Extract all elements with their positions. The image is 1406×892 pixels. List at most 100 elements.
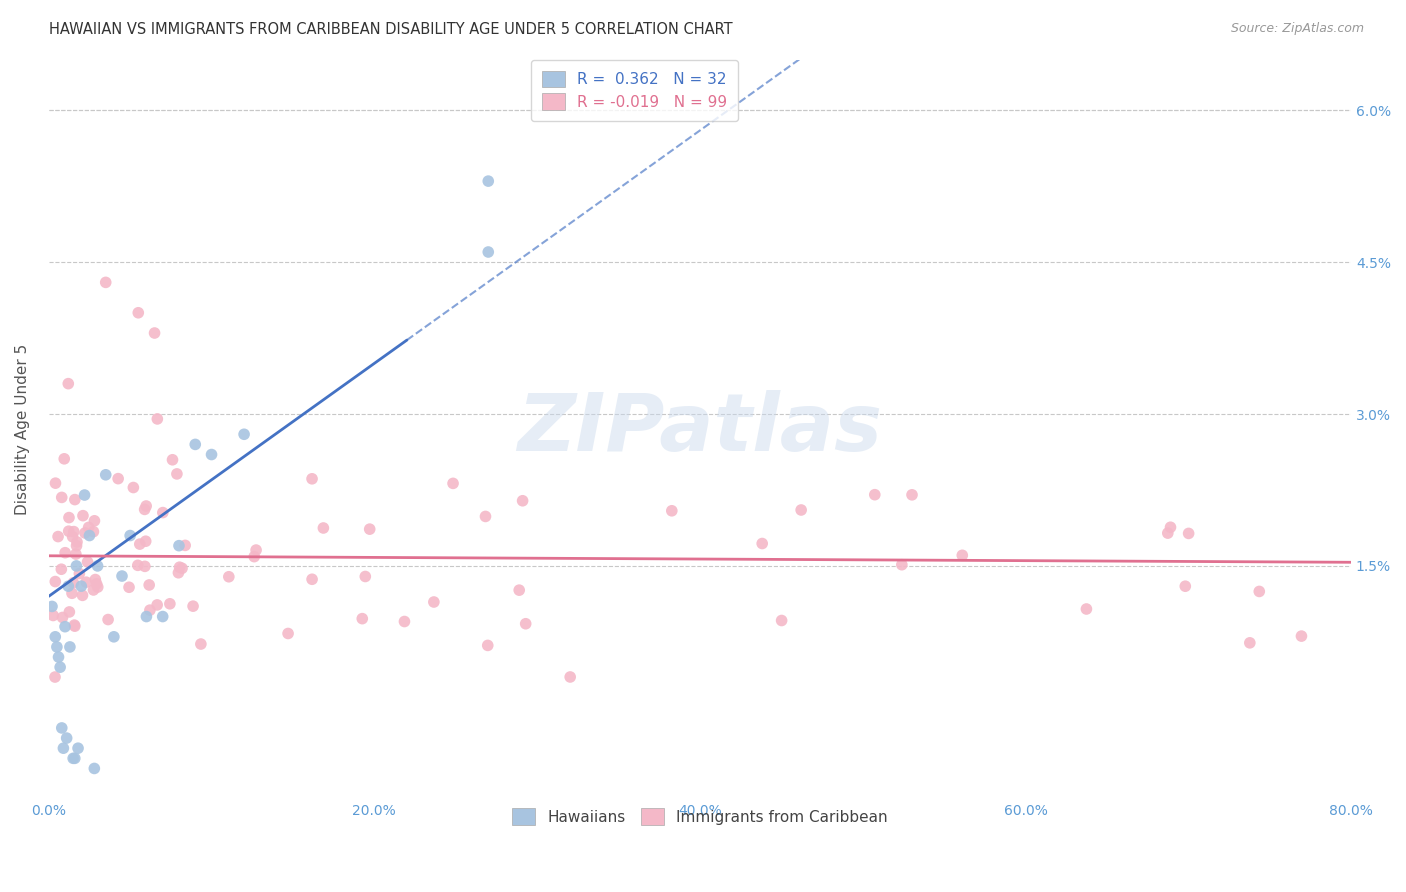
Point: [1177, 526, 1199, 541]
Point: [62, 524, 84, 539]
Point: [45, 640, 67, 654]
Point: [67, 566, 90, 581]
Point: [111, 569, 134, 583]
Point: [423, 595, 446, 609]
Point: [312, 521, 335, 535]
Point: [52, 741, 75, 756]
Point: [135, 534, 157, 549]
Point: [901, 488, 924, 502]
Point: [58, 605, 80, 619]
Point: [394, 615, 416, 629]
Point: [63, 492, 86, 507]
Point: [49, 660, 72, 674]
Point: [76, 555, 98, 569]
Point: [65, 558, 87, 573]
Point: [44, 476, 66, 491]
Text: Source: ZipAtlas.com: Source: ZipAtlas.com: [1230, 22, 1364, 36]
Point: [245, 543, 267, 558]
Point: [159, 597, 181, 611]
Point: [359, 522, 381, 536]
Y-axis label: Disability Age Under 5: Disability Age Under 5: [15, 343, 30, 515]
Point: [515, 616, 537, 631]
Point: [79, 528, 101, 542]
Point: [41, 599, 63, 614]
Point: [508, 583, 530, 598]
Point: [170, 561, 193, 575]
Point: [169, 560, 191, 574]
Point: [86, 558, 108, 573]
Point: [890, 558, 912, 572]
Point: [62, 530, 84, 544]
Point: [243, 549, 266, 564]
Point: [181, 599, 204, 614]
Point: [146, 598, 169, 612]
Point: [94, 467, 117, 482]
Point: [135, 499, 157, 513]
Point: [184, 437, 207, 451]
Point: [218, 570, 240, 584]
Point: [107, 472, 129, 486]
Point: [82, 582, 104, 597]
Point: [950, 549, 973, 563]
Point: [87, 580, 110, 594]
Point: [770, 614, 793, 628]
Point: [59, 640, 82, 654]
Point: [1249, 584, 1271, 599]
Point: [46, 530, 69, 544]
Point: [44, 670, 66, 684]
Point: [66, 535, 89, 549]
Point: [560, 670, 582, 684]
Point: [55, 731, 77, 745]
Point: [1160, 520, 1182, 534]
Point: [174, 538, 197, 552]
Point: [127, 306, 149, 320]
Point: [73, 525, 96, 540]
Point: [97, 613, 120, 627]
Point: [65, 539, 87, 553]
Point: [233, 427, 256, 442]
Point: [190, 637, 212, 651]
Point: [94, 276, 117, 290]
Point: [863, 488, 886, 502]
Point: [84, 573, 107, 587]
Point: [51, 491, 73, 505]
Point: [44, 630, 66, 644]
Point: [63, 619, 86, 633]
Text: ZIPatlas: ZIPatlas: [517, 390, 883, 468]
Point: [167, 566, 190, 580]
Legend: Hawaiians, Immigrants from Caribbean: Hawaiians, Immigrants from Caribbean: [502, 797, 898, 836]
Point: [162, 452, 184, 467]
Point: [65, 547, 87, 561]
Point: [152, 609, 174, 624]
Point: [86, 576, 108, 591]
Point: [75, 575, 97, 590]
Point: [127, 558, 149, 573]
Point: [143, 326, 166, 340]
Point: [70, 579, 93, 593]
Point: [135, 609, 157, 624]
Point: [751, 536, 773, 550]
Point: [118, 580, 141, 594]
Point: [62, 751, 84, 765]
Point: [441, 476, 464, 491]
Point: [67, 741, 90, 756]
Point: [134, 559, 156, 574]
Point: [139, 603, 162, 617]
Point: [138, 578, 160, 592]
Point: [48, 650, 70, 665]
Text: HAWAIIAN VS IMMIGRANTS FROM CARIBBEAN DISABILITY AGE UNDER 5 CORRELATION CHART: HAWAIIAN VS IMMIGRANTS FROM CARIBBEAN DI…: [49, 22, 733, 37]
Point: [477, 639, 499, 653]
Point: [128, 537, 150, 551]
Point: [83, 514, 105, 528]
Point: [72, 588, 94, 602]
Point: [152, 506, 174, 520]
Point: [51, 562, 73, 576]
Point: [53, 451, 76, 466]
Point: [51, 610, 73, 624]
Point: [53, 546, 76, 560]
Point: [82, 524, 104, 539]
Point: [301, 572, 323, 586]
Point: [60, 586, 83, 600]
Point: [790, 503, 813, 517]
Point: [277, 626, 299, 640]
